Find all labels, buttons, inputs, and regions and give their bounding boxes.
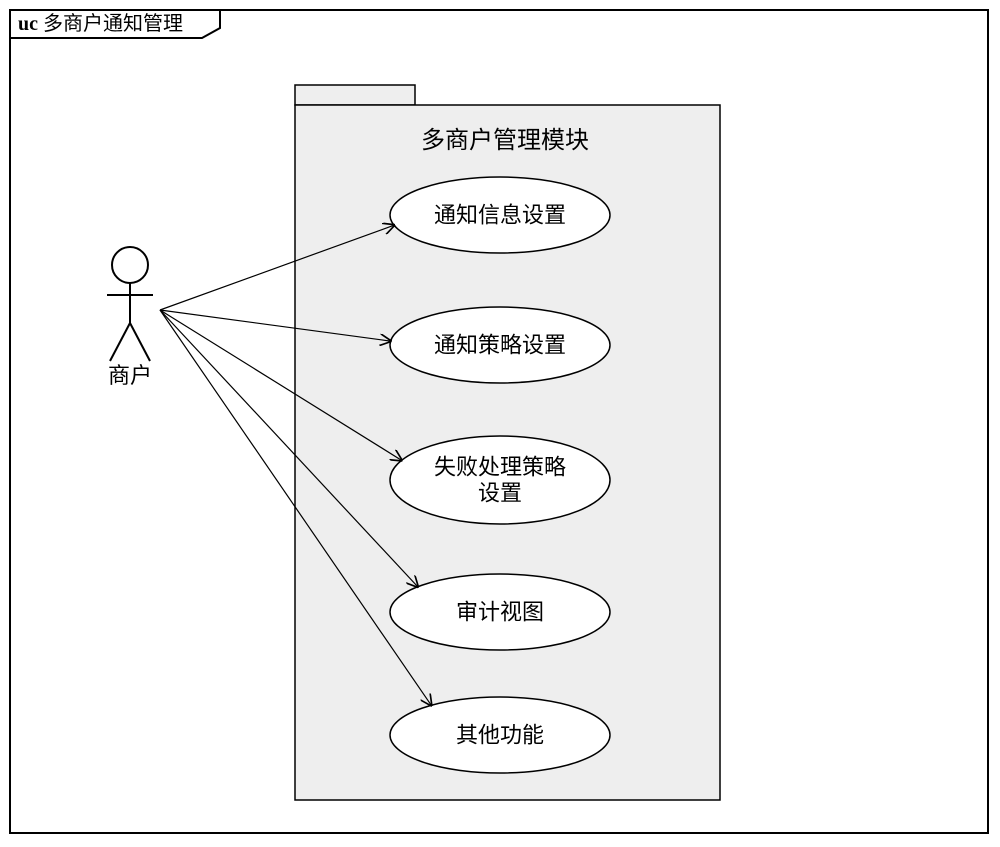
- system-boundary-title: 多商户管理模块: [421, 127, 589, 154]
- usecase-label: 其他功能: [456, 723, 544, 748]
- actor-label: 商户: [108, 363, 152, 388]
- usecase-label: 通知策略设置: [434, 333, 566, 358]
- usecase-label: 通知信息设置: [434, 203, 566, 228]
- system-boundary-tab: [295, 85, 415, 105]
- usecase-label: 失败处理策略: [434, 455, 566, 480]
- usecase-label: 设置: [478, 481, 522, 506]
- usecase-label: 审计视图: [456, 600, 544, 625]
- uml-frame-label: uc 多商户通知管理: [18, 12, 183, 35]
- actor: 商户: [107, 247, 153, 388]
